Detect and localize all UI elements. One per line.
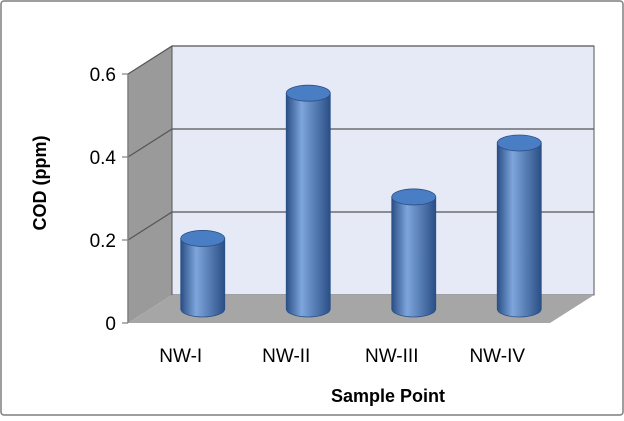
bar-nw-i — [180, 230, 226, 318]
side-wall — [128, 46, 172, 323]
x-tick-label: NW-IV — [469, 346, 525, 367]
gridline — [127, 45, 594, 75]
floor — [128, 295, 594, 323]
bar-body — [180, 238, 226, 318]
gridline — [127, 211, 594, 241]
y-tick-label: 0.2 — [90, 231, 116, 252]
x-tick-labels: NW-I NW-II NW-III NW-IV — [159, 346, 525, 367]
bar-top — [496, 134, 542, 152]
bar-nw-iv — [496, 134, 542, 318]
gridline — [127, 128, 594, 158]
bar-body — [285, 92, 331, 318]
bar-body — [391, 196, 437, 318]
x-axis-title: Sample Point — [331, 386, 445, 406]
y-axis-title: COD (ppm) — [30, 136, 50, 231]
bar-body — [496, 142, 542, 318]
bars — [180, 84, 542, 318]
gridlines — [127, 45, 594, 241]
y-tick-label: 0 — [105, 314, 116, 335]
x-tick-label: NW-II — [262, 346, 310, 367]
bar-top — [285, 84, 331, 102]
y-tick-labels: 0 0.2 0.4 0.6 — [90, 65, 117, 335]
bar-nw-iii — [391, 188, 437, 318]
y-tick-label: 0.4 — [90, 148, 117, 169]
bar-top — [180, 230, 226, 247]
x-tick-label: NW-III — [365, 346, 418, 367]
y-tick-label: 0.6 — [90, 65, 116, 86]
bar-nw-ii — [285, 84, 331, 318]
x-tick-label: NW-I — [159, 346, 202, 367]
y-axis-line — [122, 73, 129, 324]
bar-top — [391, 188, 437, 206]
